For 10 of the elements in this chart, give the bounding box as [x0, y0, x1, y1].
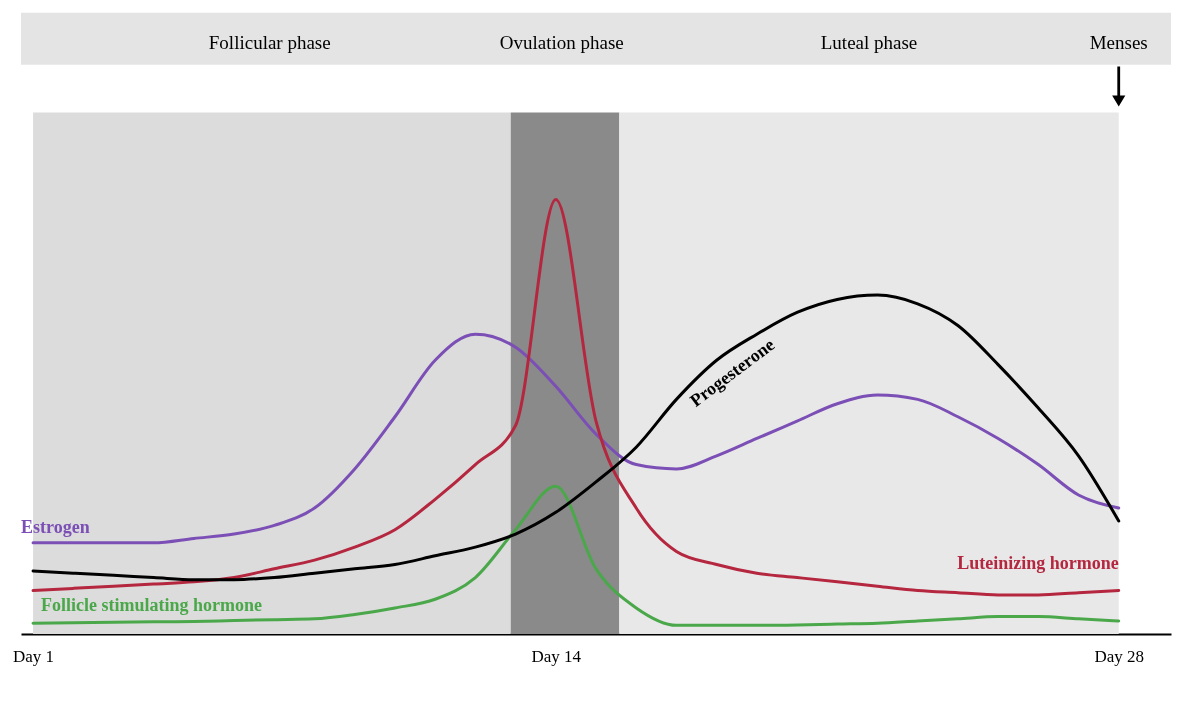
series-label: Follicle stimulating hormone: [41, 594, 263, 615]
series-label: Estrogen: [21, 516, 90, 537]
text: Luteal phase: [820, 32, 918, 54]
text: Ovulation phase: [499, 32, 624, 54]
x-tick-label: Day 28: [1094, 646, 1145, 666]
text: Menses: [1089, 32, 1148, 54]
x-tick-label: Day 1: [13, 646, 55, 666]
series-label: Luteinizing hormone: [957, 553, 1119, 574]
text: Follicular phase: [208, 32, 331, 54]
x-tick-label: Day 14: [531, 646, 582, 666]
